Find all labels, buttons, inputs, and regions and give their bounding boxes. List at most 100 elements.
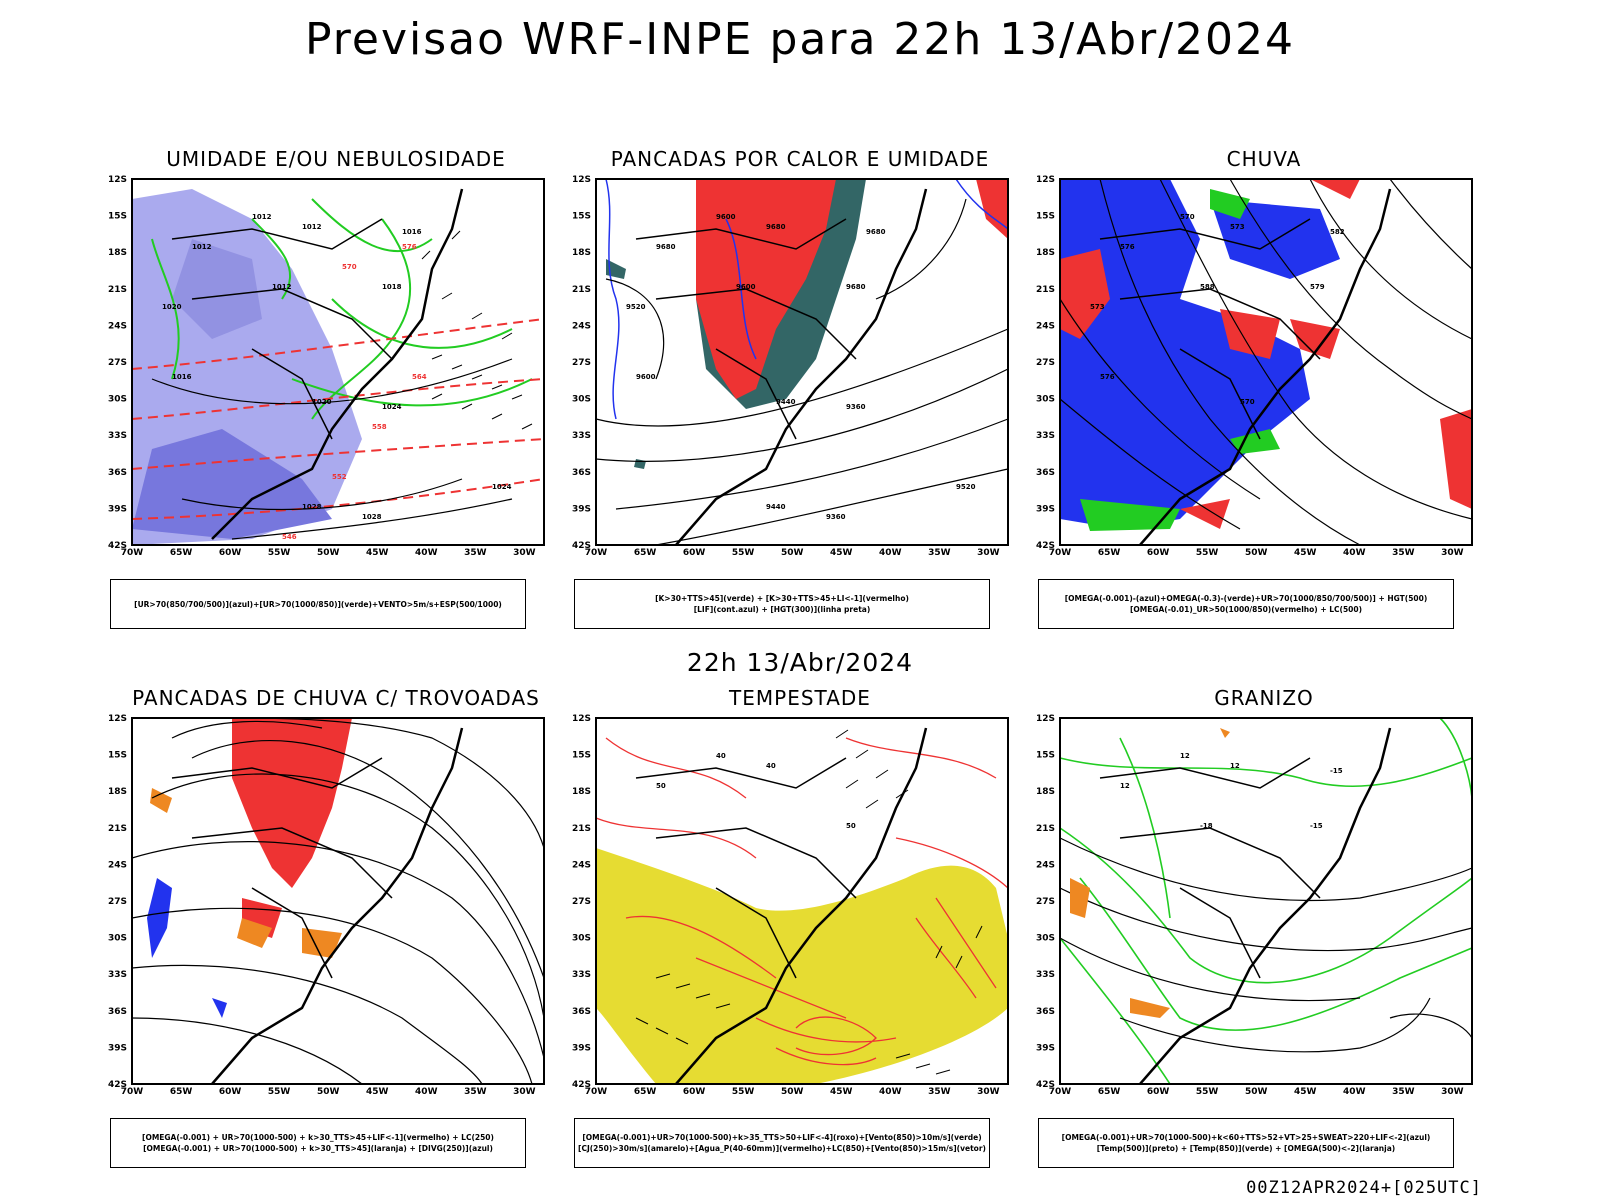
lat-tick-label: 30S — [1036, 395, 1055, 405]
borders — [1099, 757, 1321, 979]
panel-tempestade: TEMPESTADE 12S 15S 18S 21S 24S 27S 30S 33S 36S 39… — [560, 686, 1040, 1186]
legend-tempestade: [OMEGA(-0.001)+UR>70(1000-500)+k>35_TTS>… — [574, 1118, 990, 1168]
lat-tick-label: 27S — [1036, 358, 1055, 368]
panel-chuva: CHUVA 12S 15S 18S 21S 24S 27S 30S 33S 36S 39S 42S … — [1024, 147, 1504, 647]
panel-title: GRANIZO — [1214, 686, 1314, 710]
lat-tick-label: 42S — [108, 541, 127, 551]
contour-label: 1028 — [302, 503, 322, 511]
lat-tick-label: 39S — [572, 504, 591, 514]
lat-tick-label: 33S — [108, 970, 127, 980]
lon-tick-label: 45W — [366, 1087, 389, 1097]
lon-tick-label: 65W — [1098, 1087, 1121, 1097]
thickness-contours — [131, 318, 545, 520]
lon-tick-label: 40W — [879, 1087, 902, 1097]
lat-tick-label: 27S — [108, 897, 127, 907]
hgt500-contours — [1059, 178, 1473, 546]
contour-label: 9360 — [846, 403, 866, 411]
lat-tick-label: 15S — [108, 212, 127, 222]
lon-tick-label: 70W — [1049, 1087, 1072, 1097]
lon-tick-label: 45W — [830, 1087, 853, 1097]
contour-label: 9520 — [956, 483, 976, 491]
lon-tick-label: 35W — [928, 1087, 951, 1097]
lat-tick-label: 30S — [1036, 934, 1055, 944]
lat-tick-label: 24S — [108, 321, 127, 331]
streamlines — [131, 717, 545, 1085]
contour-label: 9600 — [636, 373, 656, 381]
lat-tick-label: 12S — [1036, 175, 1055, 185]
panel-pancadas-trovoadas: PANCADAS DE CHUVA C/ TROVOADAS 12S 15S 18S… — [96, 686, 576, 1186]
lat-tick-label: 18S — [1036, 248, 1055, 258]
contour-label: 570 — [1180, 213, 1195, 221]
contour-label: 9600 — [736, 283, 756, 291]
contour-label: 573 — [1230, 223, 1245, 231]
lat-tick-label: 24S — [1036, 860, 1055, 870]
lon-tick-label: 70W — [121, 548, 144, 558]
lon-tick-label: 50W — [781, 1087, 804, 1097]
lat-tick-label: 15S — [572, 751, 591, 761]
isobars — [151, 358, 513, 540]
coastline — [211, 727, 464, 1085]
lat-tick-label: 39S — [1036, 1043, 1055, 1053]
lon-tick-label: 55W — [268, 548, 291, 558]
contour-label: 9440 — [776, 398, 796, 406]
contour-label: 12 — [1180, 752, 1190, 760]
panel-pancadas-calor: PANCADAS POR CALOR E UMIDADE 12S 15S 18S 21… — [560, 147, 1040, 647]
map-pancadas-trovoadas: 12S 15S 18S 21S 24S 27S 30S 33S 36S 39S 42S 70W 65W… — [108, 714, 545, 1097]
lon-tick-label: 40W — [1343, 1087, 1366, 1097]
contour-label: 564 — [412, 373, 427, 381]
contour-label: 1012 — [272, 283, 292, 291]
lon-tick-label: 60W — [683, 1087, 706, 1097]
contour-label: 12 — [1120, 782, 1130, 790]
lat-tick-label: 24S — [108, 860, 127, 870]
legend-umidade: [UR>70(850/700/500)](azul)+[UR>70(1000/8… — [110, 579, 526, 629]
contour-label: 1020 — [312, 398, 332, 406]
legend-line: [OMEGA(-0.001) + UR>70(1000-500) + k>30_… — [142, 1133, 494, 1142]
lon-tick-label: 70W — [585, 1087, 608, 1097]
lat-tick-label: 42S — [108, 1080, 127, 1090]
coastline — [211, 188, 464, 540]
lat-tick-label: 18S — [1036, 787, 1055, 797]
panel-granizo: GRANIZO 12S 15S 18S 21S 24S 27S 30S 33S 36S 39S 42… — [1024, 686, 1504, 1186]
humid-area-red — [1060, 179, 1472, 529]
lat-tick-label: 15S — [1036, 212, 1055, 222]
lat-tick-label: 12S — [572, 175, 591, 185]
legend-pancadas-calor: [K>30+TTS>45](verde) + [K>30+TTS>45+LI<-… — [574, 579, 990, 629]
lon-tick-label: 55W — [732, 1087, 755, 1097]
lon-tick-label: 35W — [464, 1087, 487, 1097]
lat-tick-label: 18S — [108, 248, 127, 258]
legend-granizo: [OMEGA(-0.001)+UR>70(1000-500)+k<60+TTS>… — [1038, 1118, 1454, 1168]
lat-tick-label: 36S — [572, 468, 591, 478]
lon-tick-label: 70W — [1049, 548, 1072, 558]
contour-label: 9680 — [866, 228, 886, 236]
lon-tick-label: 65W — [634, 1087, 657, 1097]
legend-line: [LIF](cont.azul) + [HGT(300)](linha pret… — [693, 605, 871, 614]
lon-tick-label: 55W — [732, 548, 755, 558]
lat-tick-label: 39S — [108, 504, 127, 514]
legend-line: [OMEGA(-0.01)_UR>50(1000/850)(vermelho) … — [1129, 605, 1363, 614]
lat-tick-label: 36S — [572, 1007, 591, 1017]
lon-tick-label: 60W — [219, 1087, 242, 1097]
lat-tick-label: 18S — [572, 787, 591, 797]
lat-tick-label: 33S — [572, 431, 591, 441]
lon-tick-label: 50W — [317, 1087, 340, 1097]
lat-tick-label: 36S — [1036, 1007, 1055, 1017]
panel-title: UMIDADE E/OU NEBULOSIDADE — [166, 147, 506, 171]
borders — [171, 218, 393, 440]
green-contours — [151, 198, 533, 407]
lon-tick-label: 30W — [977, 1087, 1000, 1097]
lat-tick-label: 21S — [572, 285, 591, 295]
contour-label: 9520 — [626, 303, 646, 311]
humid-area-blue-dark — [132, 429, 332, 539]
map-chuva: 12S 15S 18S 21S 24S 27S 30S 33S 36S 39S 42S 570 573… — [1036, 175, 1473, 558]
legend-pancadas-trovoadas: [OMEGA(-0.001) + UR>70(1000-500) + k>30_… — [110, 1118, 526, 1168]
contour-label: 1024 — [492, 483, 512, 491]
lat-tick-label: 39S — [1036, 504, 1055, 514]
panel-title: CHUVA — [1226, 147, 1302, 171]
contour-label: 552 — [332, 473, 347, 481]
storm-area-orange — [150, 788, 342, 958]
lon-tick-label: 45W — [1294, 1087, 1317, 1097]
contour-label: 576 — [402, 243, 417, 251]
panel-umidade: UMIDADE E/OU NEBULOSIDADE 12S 15S 18S 21S 24… — [96, 147, 576, 647]
lon-tick-label: 30W — [1441, 1087, 1464, 1097]
lon-tick-label: 70W — [121, 1087, 144, 1097]
